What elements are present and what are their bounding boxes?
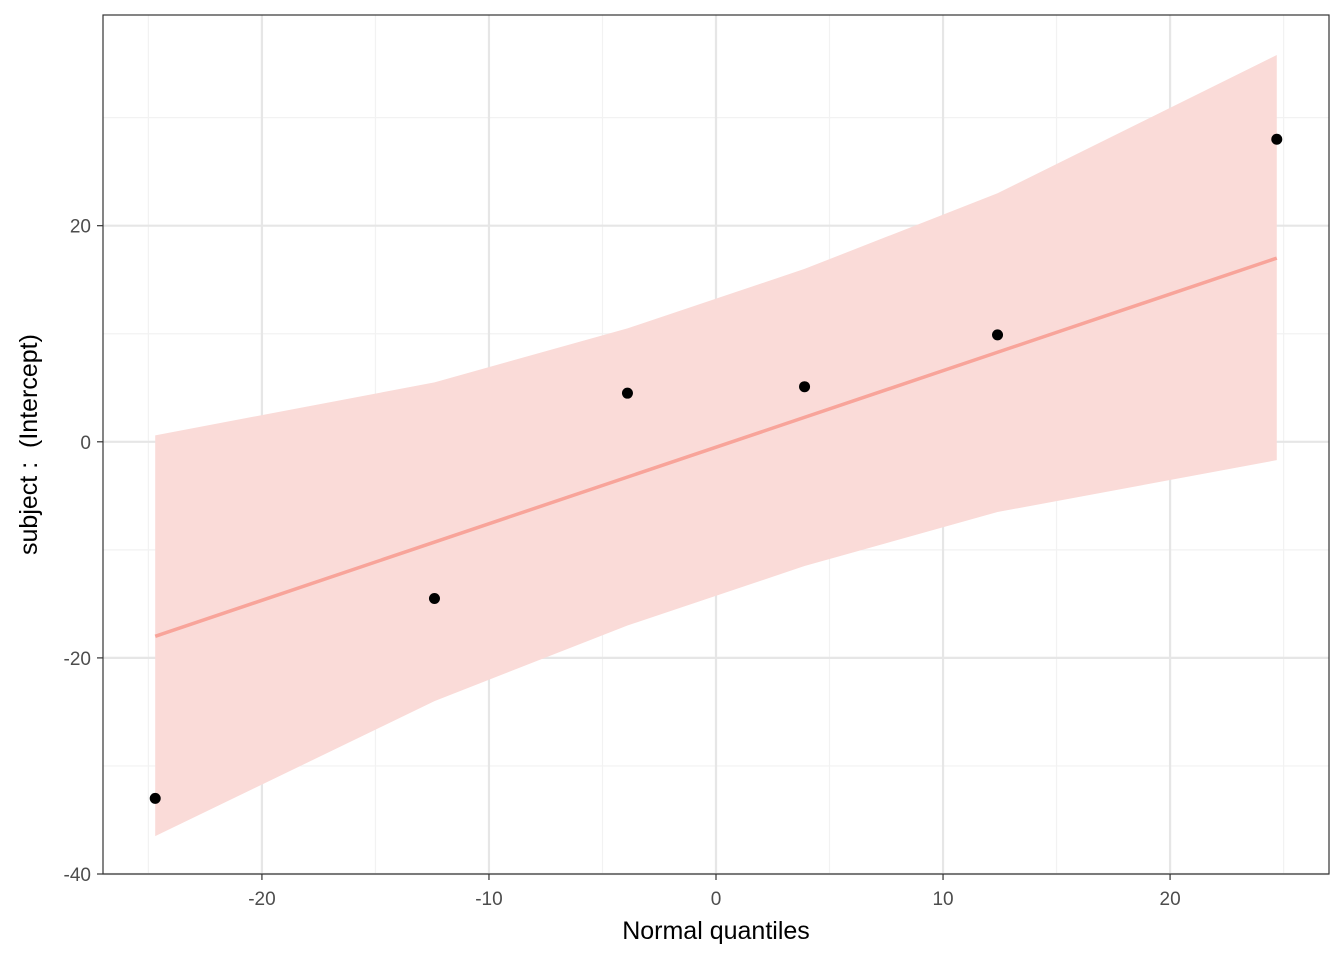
x-tick-label: 20 bbox=[1160, 889, 1181, 910]
x-axis-title: Normal quantiles bbox=[622, 917, 810, 945]
fit-line-layer bbox=[154, 256, 1278, 638]
x-tick-label: 10 bbox=[932, 889, 953, 910]
data-point bbox=[1271, 133, 1283, 145]
y-axis-ticks: -40 -20 0 20 bbox=[64, 217, 103, 886]
x-tick-label: -20 bbox=[248, 889, 275, 910]
y-tick-label: 0 bbox=[80, 433, 91, 454]
data-point bbox=[149, 792, 161, 804]
y-axis-title: subject : (Intercept) bbox=[15, 334, 43, 555]
data-point bbox=[799, 381, 811, 393]
x-tick-label: -10 bbox=[475, 889, 502, 910]
fit-line bbox=[154, 256, 1278, 638]
data-point bbox=[621, 387, 633, 399]
data-point bbox=[428, 592, 440, 604]
data-point bbox=[992, 329, 1004, 341]
x-tick-label: 0 bbox=[711, 889, 722, 910]
x-axis-ticks: -20 -10 0 10 20 bbox=[248, 874, 1181, 910]
y-tick-label: -20 bbox=[64, 649, 91, 670]
data-points bbox=[149, 133, 1283, 804]
y-tick-label: 20 bbox=[70, 217, 91, 238]
y-tick-label: -40 bbox=[64, 865, 91, 886]
